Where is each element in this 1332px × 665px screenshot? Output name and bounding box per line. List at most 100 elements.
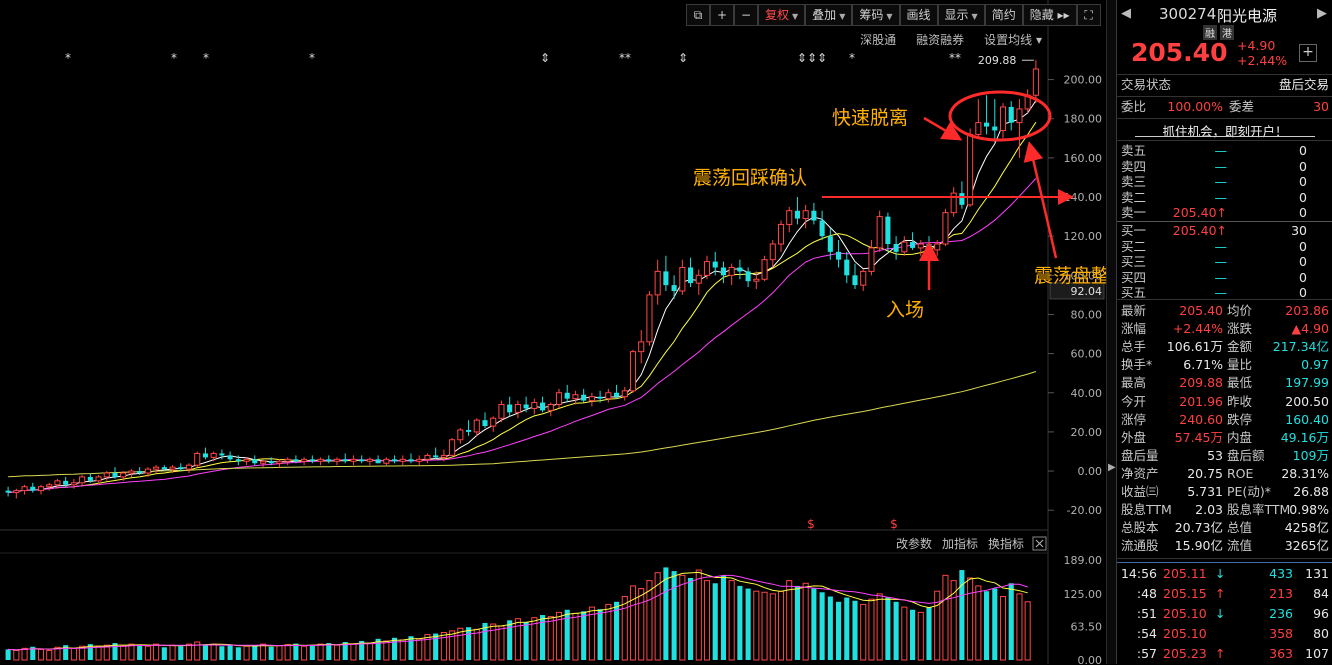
volume-bar[interactable] [46, 649, 53, 661]
sub-toolbar-link-2[interactable]: 设置均线 ▾ [984, 33, 1042, 47]
volume-bar[interactable] [597, 609, 603, 660]
event-mark[interactable]: ** [619, 51, 631, 65]
volume-bar[interactable] [572, 612, 579, 661]
candle[interactable] [572, 390, 579, 405]
candle[interactable] [490, 416, 497, 432]
orderbook-row[interactable]: 卖一 205.40↑ 0 [1117, 205, 1332, 221]
candle[interactable] [901, 236, 908, 256]
candle[interactable] [507, 396, 513, 417]
event-mark[interactable]: ⇕ [678, 51, 688, 65]
zoom-in-icon[interactable]: + [710, 4, 734, 26]
collapse-arrow-icon[interactable]: ▶ [1108, 462, 1116, 473]
candle[interactable] [350, 455, 357, 466]
candle[interactable] [366, 457, 373, 466]
volume-bar[interactable] [547, 616, 554, 661]
volume-bar[interactable] [671, 571, 677, 660]
candle[interactable] [424, 453, 431, 464]
window-restore-icon[interactable]: ⧉ [686, 4, 710, 26]
volume-bar[interactable] [712, 583, 718, 660]
candle[interactable] [144, 467, 151, 477]
candle[interactable] [457, 428, 464, 444]
volume-bar[interactable] [194, 641, 201, 661]
volume-bar[interactable] [605, 603, 612, 661]
candle[interactable] [440, 449, 447, 462]
candle[interactable] [1032, 60, 1039, 104]
volume-bar[interactable] [95, 646, 102, 661]
volume-bar[interactable] [794, 585, 800, 660]
volume-bar[interactable] [243, 645, 250, 661]
add-watchlist-icon[interactable]: + [1299, 44, 1317, 62]
candle[interactable] [688, 257, 694, 288]
indicator-link-2[interactable]: 换指标 [988, 536, 1024, 551]
volume-bar[interactable] [588, 606, 595, 661]
candle[interactable] [984, 95, 990, 135]
sub-toolbar-link-0[interactable]: 深股通 [860, 33, 897, 47]
volume-bar[interactable] [507, 620, 513, 660]
candle[interactable] [416, 455, 423, 466]
candle[interactable] [703, 255, 711, 280]
volume-bar[interactable] [375, 638, 381, 660]
volume-bar[interactable] [309, 645, 315, 660]
event-mark[interactable]: * [309, 51, 315, 65]
volume-bar[interactable] [457, 627, 464, 661]
candle[interactable] [564, 384, 570, 403]
candle[interactable] [1024, 89, 1031, 113]
volume-bar[interactable] [153, 643, 160, 661]
volume-bar[interactable] [103, 644, 110, 661]
volume-bar[interactable] [984, 591, 990, 660]
volume-bar[interactable] [679, 574, 686, 661]
candle[interactable] [885, 212, 891, 252]
volume-bar[interactable] [885, 597, 891, 660]
volume-bar[interactable] [893, 601, 899, 660]
candle[interactable] [210, 451, 217, 462]
volume-bar[interactable] [482, 622, 488, 660]
candle[interactable] [70, 478, 77, 489]
volume-bar[interactable] [720, 575, 726, 660]
candle[interactable] [950, 187, 957, 217]
candle[interactable] [326, 455, 332, 464]
candle[interactable] [588, 392, 595, 407]
event-mark[interactable]: ⇕ [540, 51, 550, 65]
volume-bar[interactable] [695, 569, 702, 661]
orderbook-row[interactable]: 买五 — 0 [1117, 285, 1332, 301]
candle[interactable] [103, 471, 110, 481]
candle[interactable] [276, 459, 283, 468]
volume-bar[interactable] [383, 640, 390, 661]
volume-bar[interactable] [416, 638, 423, 661]
volume-bar[interactable] [449, 630, 456, 661]
candle[interactable] [482, 412, 488, 428]
candle[interactable] [654, 259, 661, 305]
toolbar-button-5[interactable]: 筹码 ▼ [852, 4, 900, 26]
volume-bar[interactable] [252, 645, 258, 660]
event-mark[interactable]: * [65, 51, 71, 65]
volume-bar[interactable] [786, 580, 793, 661]
candle[interactable] [317, 457, 324, 466]
volume-bar[interactable] [663, 567, 669, 660]
volume-bar[interactable] [137, 645, 143, 660]
volume-bar[interactable] [819, 592, 825, 660]
orderbook-row[interactable]: 卖二 — 0 [1117, 190, 1332, 206]
volume-bar[interactable] [301, 645, 308, 661]
candle[interactable] [614, 384, 620, 399]
volume-bar[interactable] [440, 631, 447, 661]
volume-bar[interactable] [276, 645, 283, 661]
candle[interactable] [992, 99, 998, 143]
candle[interactable] [876, 210, 883, 252]
orderbook-row[interactable]: 卖三 — 0 [1117, 174, 1332, 190]
candle[interactable] [1008, 101, 1014, 131]
volume-bar[interactable] [728, 580, 735, 661]
candle[interactable] [161, 465, 167, 472]
sub-toolbar-link-1[interactable]: 融资融券 [916, 33, 965, 47]
candle[interactable] [514, 400, 521, 419]
candle[interactable] [449, 437, 456, 458]
candle[interactable] [540, 396, 546, 413]
volume-bar[interactable] [202, 645, 208, 660]
volume-bar[interactable] [1016, 593, 1023, 661]
volume-bar[interactable] [259, 643, 267, 661]
toolbar-button-7[interactable]: 显示 ▼ [937, 4, 985, 26]
toolbar-button-8[interactable]: 简约 [984, 4, 1023, 26]
prev-stock-icon[interactable]: ◀ [1121, 6, 1131, 21]
volume-bar[interactable] [967, 577, 974, 661]
volume-bar[interactable] [844, 597, 850, 660]
candle[interactable] [243, 457, 250, 466]
